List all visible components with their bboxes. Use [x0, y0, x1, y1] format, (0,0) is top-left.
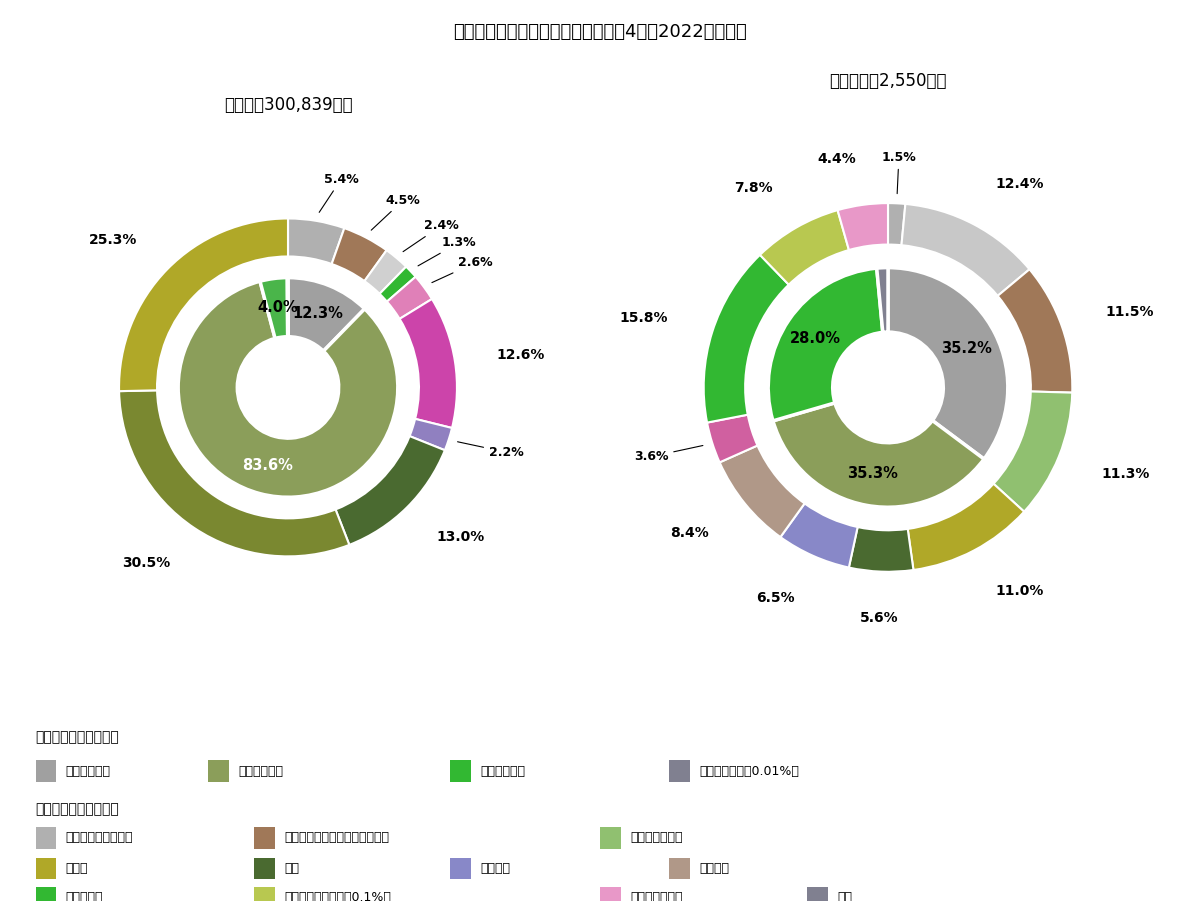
Wedge shape: [386, 277, 432, 319]
Bar: [808, 887, 828, 901]
Text: 大分類（グラフ内側）: 大分類（グラフ内側）: [36, 730, 119, 744]
Wedge shape: [760, 210, 848, 285]
Text: 11.0%: 11.0%: [995, 584, 1044, 598]
Text: 4.5%: 4.5%: [371, 194, 420, 230]
Text: 小分類（グラフ外側）: 小分類（グラフ外側）: [36, 802, 119, 816]
Wedge shape: [838, 203, 888, 250]
Text: 右左折時: 右左折時: [480, 862, 510, 875]
Text: 車両単独合計: 車両単独合計: [480, 765, 526, 778]
Title: 全事故【300,839件】: 全事故【300,839件】: [223, 96, 353, 114]
Text: 列車: 列車: [838, 891, 852, 901]
Text: 横断歩道以外横断中: 横断歩道以外横断中: [66, 832, 133, 844]
Text: 8.4%: 8.4%: [671, 526, 709, 540]
Wedge shape: [997, 269, 1073, 393]
Text: 13.0%: 13.0%: [437, 531, 485, 544]
Text: 人対車両合計: 人対車両合計: [66, 765, 110, 778]
Bar: [450, 858, 470, 879]
Wedge shape: [848, 527, 913, 572]
Wedge shape: [400, 299, 457, 428]
Wedge shape: [288, 278, 365, 351]
Wedge shape: [877, 268, 888, 332]
Wedge shape: [888, 268, 1008, 460]
Text: 車両単独その他: 車両単独その他: [630, 891, 683, 901]
Text: 2.6%: 2.6%: [432, 256, 493, 283]
Wedge shape: [178, 281, 398, 497]
Wedge shape: [994, 391, 1073, 512]
Text: 12.4%: 12.4%: [995, 177, 1044, 191]
Title: 死亡事故【2,550件】: 死亡事故【2,550件】: [829, 71, 947, 89]
Text: 25.3%: 25.3%: [89, 232, 137, 247]
Bar: [254, 887, 275, 901]
Text: 追突: 追突: [284, 862, 299, 875]
Wedge shape: [703, 255, 788, 423]
Text: 7.8%: 7.8%: [734, 181, 773, 195]
Bar: [254, 858, 275, 879]
Wedge shape: [773, 403, 984, 507]
Text: 1.5%: 1.5%: [882, 150, 917, 194]
Wedge shape: [888, 203, 905, 245]
Text: 3.6%: 3.6%: [634, 445, 703, 463]
Wedge shape: [780, 504, 858, 568]
Text: 12.3%: 12.3%: [293, 305, 343, 321]
Text: 車両相互合計: 車両相互合計: [239, 765, 283, 778]
Text: 2.2%: 2.2%: [457, 441, 523, 459]
Wedge shape: [336, 436, 445, 545]
Text: 15.8%: 15.8%: [619, 311, 668, 325]
Wedge shape: [288, 218, 344, 264]
Bar: [36, 858, 56, 879]
Bar: [450, 760, 470, 782]
Wedge shape: [901, 204, 1030, 296]
Text: 30.5%: 30.5%: [122, 556, 170, 570]
Text: 12.6%: 12.6%: [497, 348, 545, 362]
Wedge shape: [409, 419, 452, 450]
Text: 横断歩道・付近・橋付近横断中: 横断歩道・付近・橋付近横断中: [284, 832, 389, 844]
Text: 4.4%: 4.4%: [817, 152, 856, 167]
Wedge shape: [707, 414, 757, 462]
Text: 人対車両その他: 人対車両その他: [630, 832, 683, 844]
Text: 35.2%: 35.2%: [941, 341, 991, 356]
Text: 路外逸脱（全事故中0.1%）: 路外逸脱（全事故中0.1%）: [284, 891, 391, 901]
Text: 1.3%: 1.3%: [418, 236, 476, 266]
Wedge shape: [119, 390, 349, 557]
Text: 28.0%: 28.0%: [790, 331, 841, 346]
Text: 6.5%: 6.5%: [756, 591, 794, 605]
Text: 2.4%: 2.4%: [403, 219, 458, 251]
Wedge shape: [720, 445, 805, 537]
Bar: [600, 887, 620, 901]
Bar: [670, 760, 690, 782]
Bar: [209, 760, 229, 782]
Wedge shape: [768, 268, 883, 421]
Bar: [36, 887, 56, 901]
Text: 正面衝突: 正面衝突: [700, 862, 730, 875]
Text: 11.5%: 11.5%: [1105, 305, 1154, 319]
Bar: [36, 827, 56, 849]
Text: 4.0%: 4.0%: [257, 300, 298, 315]
Bar: [36, 760, 56, 782]
Text: 5.6%: 5.6%: [860, 611, 899, 624]
Wedge shape: [119, 218, 288, 391]
Wedge shape: [379, 267, 415, 302]
Text: 工作物衝突: 工作物衝突: [66, 891, 103, 901]
Text: 11.3%: 11.3%: [1102, 467, 1150, 481]
Text: 列車（全事故中0.01%）: 列車（全事故中0.01%）: [700, 765, 799, 778]
Wedge shape: [907, 484, 1024, 570]
Bar: [670, 858, 690, 879]
Wedge shape: [331, 228, 386, 281]
Wedge shape: [260, 278, 288, 339]
Text: 83.6%: 83.6%: [242, 458, 293, 472]
Text: 出会頭: 出会頭: [66, 862, 88, 875]
Bar: [254, 827, 275, 849]
Text: 5.4%: 5.4%: [319, 173, 359, 213]
Text: 事故類型別交通事故発生状況【令和4年（2022年）中】: 事故類型別交通事故発生状況【令和4年（2022年）中】: [454, 23, 746, 41]
Wedge shape: [365, 250, 406, 294]
Text: 35.3%: 35.3%: [847, 466, 898, 481]
Bar: [600, 827, 620, 849]
